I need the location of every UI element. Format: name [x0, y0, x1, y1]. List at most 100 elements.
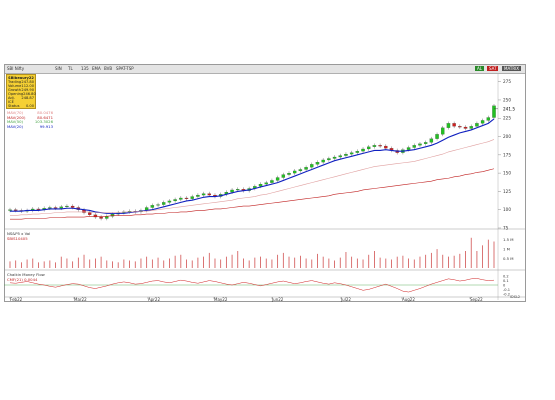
price-tick-label: 175 — [503, 152, 511, 157]
volume-panel-legend: SBIS10405 — [7, 236, 28, 241]
candle-body — [338, 155, 342, 158]
x-tick-label: Feb22 — [10, 297, 23, 302]
x-tick-label: Sep22 — [470, 297, 483, 302]
candle-body — [492, 105, 496, 118]
cmf-panel-title: Chaikin Money Flow — [7, 272, 45, 277]
badge-matrix[interactable]: MATRIX — [502, 66, 522, 71]
candle-body — [458, 126, 462, 128]
ma-legend: MAV(70) 80.0476 MAV(200) 80.6471 MAV(50) 10… — [7, 110, 53, 129]
candle-body — [156, 204, 160, 206]
candle-body — [150, 205, 155, 208]
candle-body — [435, 134, 439, 139]
candle-body — [406, 147, 411, 150]
candle-body — [162, 202, 166, 205]
candle-body — [8, 209, 12, 211]
candle-body — [327, 158, 331, 161]
candle-body — [93, 214, 98, 218]
candle-body — [475, 123, 479, 127]
ma-line-mav200 — [10, 168, 495, 220]
info-label: Adj. ICE — [8, 96, 15, 104]
x-tick-label: Jun22 — [271, 297, 284, 302]
toolbar-item[interactable]: 135 — [81, 66, 89, 71]
badge-sat[interactable]: SAT — [487, 66, 499, 71]
candle-body — [59, 206, 63, 209]
info-value: 249.90 — [21, 88, 34, 92]
candle-body — [332, 156, 337, 159]
candle-body — [384, 145, 388, 149]
candle-body — [486, 117, 491, 121]
candle-body — [315, 162, 320, 165]
info-title: SBIbeaury22 — [8, 76, 34, 80]
candle-body — [264, 182, 268, 185]
candle-body — [412, 145, 416, 148]
candle-body — [355, 151, 360, 153]
candle-body — [110, 213, 115, 217]
ma-line-mav20 — [10, 118, 495, 214]
quote-info-box: SBIbeaury22 Trading 247.80 Volume 112.00 G… — [6, 74, 36, 109]
symbol-label[interactable]: SBI Nifty — [7, 66, 25, 71]
candle-body — [287, 173, 291, 175]
cmf-tick-label: -0.1 — [503, 288, 510, 292]
price-tick-label: 200 — [503, 134, 511, 139]
price-tick-label: 100 — [503, 207, 511, 212]
cmf-tick-label: 0.2 — [503, 275, 509, 279]
price-tick-label: 225 — [503, 116, 511, 121]
candle-body — [196, 194, 200, 197]
info-value: 247.80 — [21, 80, 34, 84]
toolbar-item[interactable]: BVB — [104, 66, 113, 71]
candle-body — [281, 174, 286, 178]
candle-body — [207, 193, 211, 196]
legend-value: 103.3026 — [34, 119, 53, 125]
candle-body — [13, 209, 18, 211]
cmf-tick-label: 0.1 — [503, 279, 509, 283]
candle-body — [53, 207, 58, 209]
toolbar-item[interactable]: TL — [68, 66, 73, 71]
x-tick-label: Jul22 — [340, 297, 351, 302]
cmf-lines — [4, 278, 498, 293]
candle-body — [378, 145, 382, 147]
toolbar-item[interactable]: SPAT-TSP — [116, 66, 134, 71]
price-grid — [498, 81, 501, 229]
badge-al[interactable]: AL — [475, 66, 484, 71]
info-label: Volume — [8, 84, 22, 88]
candle-body — [179, 197, 183, 200]
cmf-panel-legend: CMF(21) 0.0044 — [7, 277, 37, 282]
info-value: 248.87 — [21, 96, 34, 100]
candle-body — [190, 196, 194, 199]
info-value: 0.00 — [25, 104, 34, 108]
info-value: 246.80 — [23, 92, 36, 96]
candle-body — [270, 180, 274, 183]
cmf-tick-label: 0 — [503, 284, 506, 288]
candle-body — [446, 123, 451, 128]
candle-body — [452, 123, 456, 127]
x-tick-label: Mar22 — [74, 297, 87, 302]
candle-body — [230, 189, 234, 193]
toolbar-item[interactable]: SIN — [55, 66, 62, 71]
x-tick-label: Aug22 — [402, 297, 415, 302]
candle-body — [70, 205, 75, 208]
ma-line-mav50 — [10, 139, 495, 216]
candle-body — [372, 145, 377, 147]
candle-body — [167, 200, 172, 203]
cmf-legend-value: 0.0044 — [24, 277, 38, 282]
candle-body — [418, 143, 422, 146]
volume-bars — [4, 237, 526, 271]
candle-body — [321, 159, 325, 163]
candle-body — [173, 199, 177, 202]
legend-value: 80.6471 — [37, 114, 53, 120]
candle-body — [429, 138, 434, 143]
candle-body — [298, 169, 303, 172]
current-price-label: 241.5 — [503, 106, 515, 111]
candle-body — [65, 205, 69, 207]
toolbar-item[interactable]: EMA — [92, 66, 101, 71]
legend-value: 80.0476 — [37, 110, 53, 115]
candle-body — [105, 216, 109, 219]
volume-panel-title: NS&P5 x Vol — [7, 231, 31, 236]
candle-body — [99, 216, 103, 219]
candle-body — [310, 164, 314, 168]
legend-label: MAV(50) — [7, 119, 24, 125]
candles — [8, 103, 496, 221]
candle-body — [423, 142, 428, 144]
price-tick-label: 75 — [503, 226, 509, 231]
